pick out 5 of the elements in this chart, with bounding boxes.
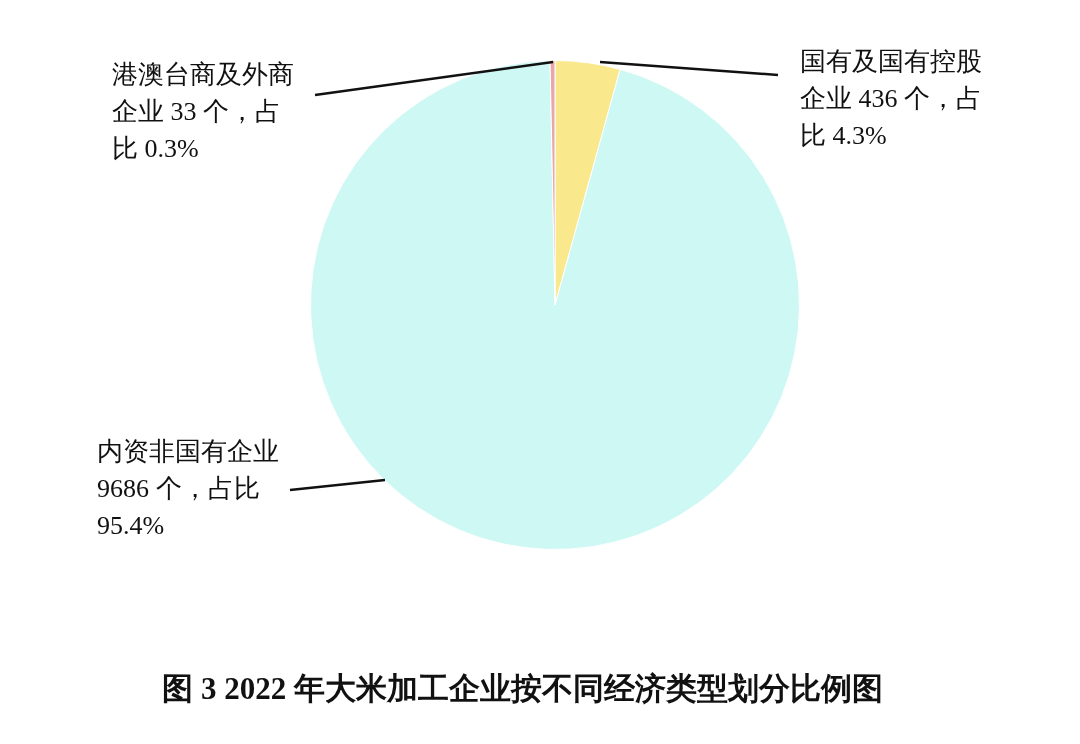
slice-label: 港澳台商及外商企业 33 个，占比 0.3% [112, 59, 294, 163]
slice-label: 内资非国有企业 [97, 436, 286, 466]
data-label: 9686 个，占比 95.4% [97, 473, 266, 540]
text: 图 3 2022 年大米加工企业按不同经济类型划分比例图 [161, 670, 884, 708]
slice-label: 国有及国有控股企业 436 个，占比 4.3% [800, 46, 982, 150]
